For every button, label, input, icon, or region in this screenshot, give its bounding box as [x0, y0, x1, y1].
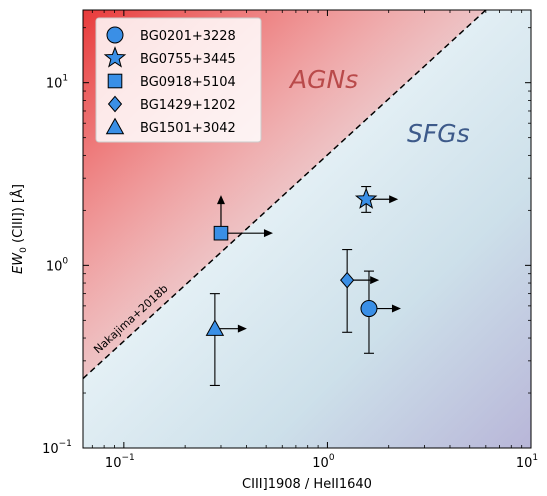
legend-label: BG1429+1202: [140, 98, 236, 113]
x-tick-label: 100: [312, 453, 335, 471]
legend-label: BG0918+5104: [140, 75, 236, 90]
legend-square-icon: [107, 73, 123, 89]
x-axis-label: CIII]1908 / HeII1640: [242, 477, 372, 492]
data-point-star: [354, 186, 399, 213]
legend-label: BG1501+3042: [140, 121, 236, 136]
agn-region-label: AGNs: [288, 65, 358, 94]
legend-item: BG0918+5104: [107, 73, 236, 90]
y-axis-ticks: 10−1 100 101: [42, 27, 531, 457]
legend-triangle-icon: [105, 117, 125, 135]
legend-label: BG0201+3228: [140, 29, 236, 44]
x-tick-label: 101: [516, 453, 538, 471]
legend-star-icon: [103, 46, 127, 68]
sfg-region-label: SFGs: [407, 119, 470, 148]
data-point-diamond: [340, 249, 380, 333]
triangle-marker: [205, 319, 225, 336]
y-axis-label: EW0 (CIII]) [Å]: [10, 184, 29, 274]
square-marker: [213, 225, 229, 241]
reference-line: [83, 10, 487, 380]
legend-item: BG1501+3042: [105, 117, 236, 136]
data-point-triangle: [205, 293, 247, 387]
data-point-square: [213, 195, 273, 241]
legend-item: BG0755+3445: [103, 46, 236, 68]
data-point-circle: [360, 270, 401, 354]
plot-frame: [82, 9, 532, 449]
data-points: [205, 186, 401, 387]
y-tick-label: 10−1: [42, 439, 72, 457]
legend-box: [95, 17, 262, 143]
legend-item: BG1429+1202: [107, 95, 236, 113]
y-tick-label: 100: [46, 256, 69, 274]
legend: BG0201+3228 BG0755+3445 BG0918+5104 BG1429+…: [95, 17, 262, 143]
star-marker: [354, 187, 378, 209]
legend-item: BG0201+3228: [106, 26, 236, 44]
legend-circle-icon: [106, 26, 124, 44]
x-axis-ticks: 10−1 100 101: [91, 10, 538, 471]
x-tick-label: 10−1: [105, 453, 135, 471]
y-tick-label: 101: [46, 74, 68, 92]
diamond-marker: [340, 271, 355, 289]
legend-diamond-icon: [107, 95, 123, 113]
legend-label: BG0755+3445: [140, 52, 236, 67]
circle-marker: [360, 300, 378, 318]
